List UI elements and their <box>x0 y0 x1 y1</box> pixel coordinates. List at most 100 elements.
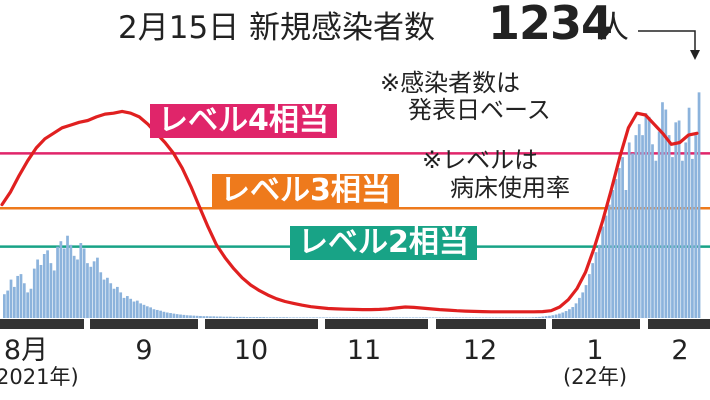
bar <box>42 254 46 318</box>
bar <box>189 315 192 318</box>
bar <box>574 303 578 318</box>
month-segment <box>436 319 546 329</box>
bar <box>165 312 169 318</box>
bar <box>242 316 246 318</box>
bar <box>674 122 678 318</box>
month-segment <box>648 319 710 329</box>
chart-title: 2月15日 新規感染者数 <box>118 10 436 46</box>
bar <box>361 317 365 318</box>
bar <box>152 309 156 318</box>
bar <box>325 317 329 318</box>
bar <box>395 317 398 318</box>
bar <box>92 261 96 318</box>
bar <box>285 317 289 318</box>
bar <box>627 142 631 318</box>
bar <box>69 244 73 318</box>
bar <box>551 315 555 318</box>
bar <box>624 190 628 318</box>
bar <box>681 160 684 318</box>
bar <box>651 144 654 318</box>
bar <box>554 314 558 318</box>
bar <box>411 317 415 318</box>
bar <box>524 317 528 318</box>
bar <box>182 314 186 318</box>
bar <box>19 274 23 318</box>
bar <box>385 317 388 318</box>
bar <box>381 317 385 318</box>
bar <box>272 317 275 318</box>
month-segment <box>0 319 84 329</box>
bar <box>415 317 418 318</box>
bar <box>601 226 605 318</box>
bar <box>348 317 352 318</box>
bar <box>448 317 452 318</box>
bar <box>312 317 315 318</box>
bar <box>268 317 272 318</box>
x-tick-label: 10 <box>234 335 268 366</box>
bar <box>461 317 465 318</box>
bar <box>611 190 614 318</box>
x-tick-label: 1 <box>586 335 603 366</box>
bar <box>29 288 33 318</box>
bar <box>614 179 618 318</box>
bar <box>684 142 688 318</box>
bar <box>22 283 26 318</box>
bar <box>358 317 362 318</box>
bar <box>455 317 458 318</box>
bar <box>96 257 99 318</box>
bar <box>99 272 103 318</box>
arrow-head-icon <box>690 50 700 60</box>
bar <box>109 283 113 318</box>
bar <box>471 317 475 318</box>
bar <box>315 317 319 318</box>
bar <box>235 316 239 318</box>
bar <box>112 288 116 318</box>
bar <box>219 316 222 318</box>
bar <box>581 292 585 318</box>
bar <box>431 317 435 318</box>
bar <box>451 317 455 318</box>
bar <box>169 313 172 318</box>
bar <box>634 135 638 318</box>
bar <box>72 255 76 318</box>
bar <box>667 135 671 318</box>
bar <box>36 259 39 318</box>
bar <box>597 244 601 318</box>
bar <box>621 157 624 318</box>
bar <box>617 168 621 318</box>
bar <box>435 317 438 318</box>
bar <box>255 317 259 318</box>
bar <box>441 317 445 318</box>
level3-label: レベル3相当 <box>212 174 399 208</box>
bar <box>538 316 541 318</box>
bar <box>175 314 179 318</box>
bar <box>594 252 598 318</box>
bar <box>478 317 482 318</box>
month-segment <box>205 319 318 329</box>
bar <box>388 317 392 318</box>
bar <box>292 317 295 318</box>
bar <box>631 153 634 318</box>
bar <box>418 317 422 318</box>
bar <box>332 317 335 318</box>
bar <box>195 315 199 318</box>
bar <box>368 317 372 318</box>
bar <box>135 300 139 318</box>
bar <box>661 102 664 318</box>
bar <box>129 298 133 318</box>
bar <box>335 317 339 318</box>
bar <box>275 317 279 318</box>
level4-label: レベル4相当 <box>150 104 337 138</box>
bar <box>488 317 492 318</box>
bar <box>155 309 159 318</box>
bar <box>474 317 478 318</box>
bar <box>258 317 262 318</box>
leader-line <box>638 30 696 52</box>
bar <box>145 306 149 318</box>
bar <box>328 317 332 318</box>
bar <box>697 92 701 318</box>
bar <box>199 315 202 318</box>
bar <box>484 317 488 318</box>
bar <box>564 311 568 318</box>
